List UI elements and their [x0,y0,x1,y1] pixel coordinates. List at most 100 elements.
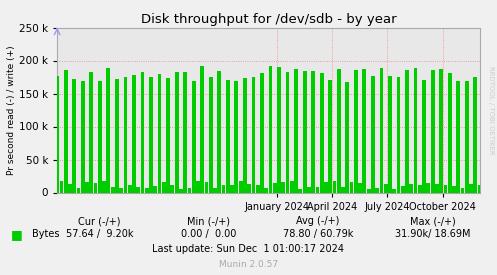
Bar [158,75,162,192]
Bar [290,181,294,192]
Bar [136,187,140,192]
Bar [115,79,119,192]
Bar [205,182,208,192]
Bar [81,81,84,192]
Text: 57.64 /  9.20k: 57.64 / 9.20k [66,229,133,239]
Bar [273,183,277,192]
Bar [354,70,358,192]
Bar [192,81,196,192]
Bar [128,185,132,192]
Bar [418,185,422,192]
Bar [60,181,63,192]
Bar [384,184,388,192]
Bar [303,71,307,192]
Bar [154,186,157,192]
Text: 0.00 /  0.00: 0.00 / 0.00 [181,229,237,239]
Bar [341,188,345,192]
Bar [332,181,336,192]
Bar [260,73,264,192]
Bar [294,69,298,192]
Bar [226,80,230,192]
Bar [64,70,68,192]
Bar [414,68,417,192]
Bar [345,81,349,192]
Text: Bytes: Bytes [32,229,60,239]
Bar [311,71,315,192]
Bar [431,70,434,192]
Bar [337,69,340,192]
Bar [162,183,166,192]
Bar [222,185,226,192]
Bar [367,189,371,192]
Text: 31.90k/ 18.69M: 31.90k/ 18.69M [395,229,470,239]
Bar [213,188,217,192]
Bar [456,81,460,192]
Bar [145,188,149,192]
Bar [132,75,136,192]
Text: Avg (-/+): Avg (-/+) [296,216,340,226]
Bar [392,189,396,192]
Bar [307,187,311,192]
Bar [77,188,81,192]
Bar [329,81,332,192]
Bar [230,185,234,192]
Bar [286,72,289,192]
Bar [299,189,302,192]
Bar [196,181,200,192]
Bar [439,69,443,192]
Bar [469,184,473,192]
Bar [410,184,413,192]
Bar [401,186,405,192]
Bar [217,71,221,192]
Bar [187,188,191,192]
Bar [350,182,353,192]
Bar [474,77,477,192]
Bar [102,181,106,192]
Bar [170,185,174,192]
Bar [149,77,153,192]
Text: 78.80 / 60.79k: 78.80 / 60.79k [283,229,353,239]
Bar [235,81,238,192]
Bar [251,77,255,192]
Bar [243,78,247,192]
Text: Min (-/+): Min (-/+) [187,216,230,226]
Bar [375,188,379,192]
Bar [200,66,204,192]
Bar [443,185,447,192]
Bar [397,77,401,192]
Bar [106,68,110,192]
Y-axis label: Pr second read (-) / write (+): Pr second read (-) / write (+) [7,45,16,175]
Bar [465,81,469,192]
Bar [119,188,123,192]
Title: Disk throughput for /dev/sdb - by year: Disk throughput for /dev/sdb - by year [141,13,396,26]
Bar [320,73,324,192]
Bar [478,185,482,192]
Bar [183,72,187,192]
Bar [388,76,392,192]
Bar [68,184,72,192]
Bar [277,67,281,192]
Bar [89,72,93,192]
Bar [85,182,89,192]
Bar [264,188,268,192]
Bar [98,81,102,192]
Bar [166,78,170,192]
Bar [93,183,97,192]
Bar [461,188,464,192]
Bar [380,68,383,192]
Bar [141,72,145,192]
Bar [362,69,366,192]
Bar [248,183,251,192]
Bar [316,187,320,192]
Bar [124,77,127,192]
Text: Cur (-/+): Cur (-/+) [78,216,121,226]
Bar [73,79,76,192]
Bar [256,185,259,192]
Bar [268,66,272,192]
Bar [358,183,362,192]
Text: ■: ■ [11,228,23,241]
Bar [55,76,59,192]
Bar [179,189,183,192]
Bar [281,182,285,192]
Bar [452,186,456,192]
